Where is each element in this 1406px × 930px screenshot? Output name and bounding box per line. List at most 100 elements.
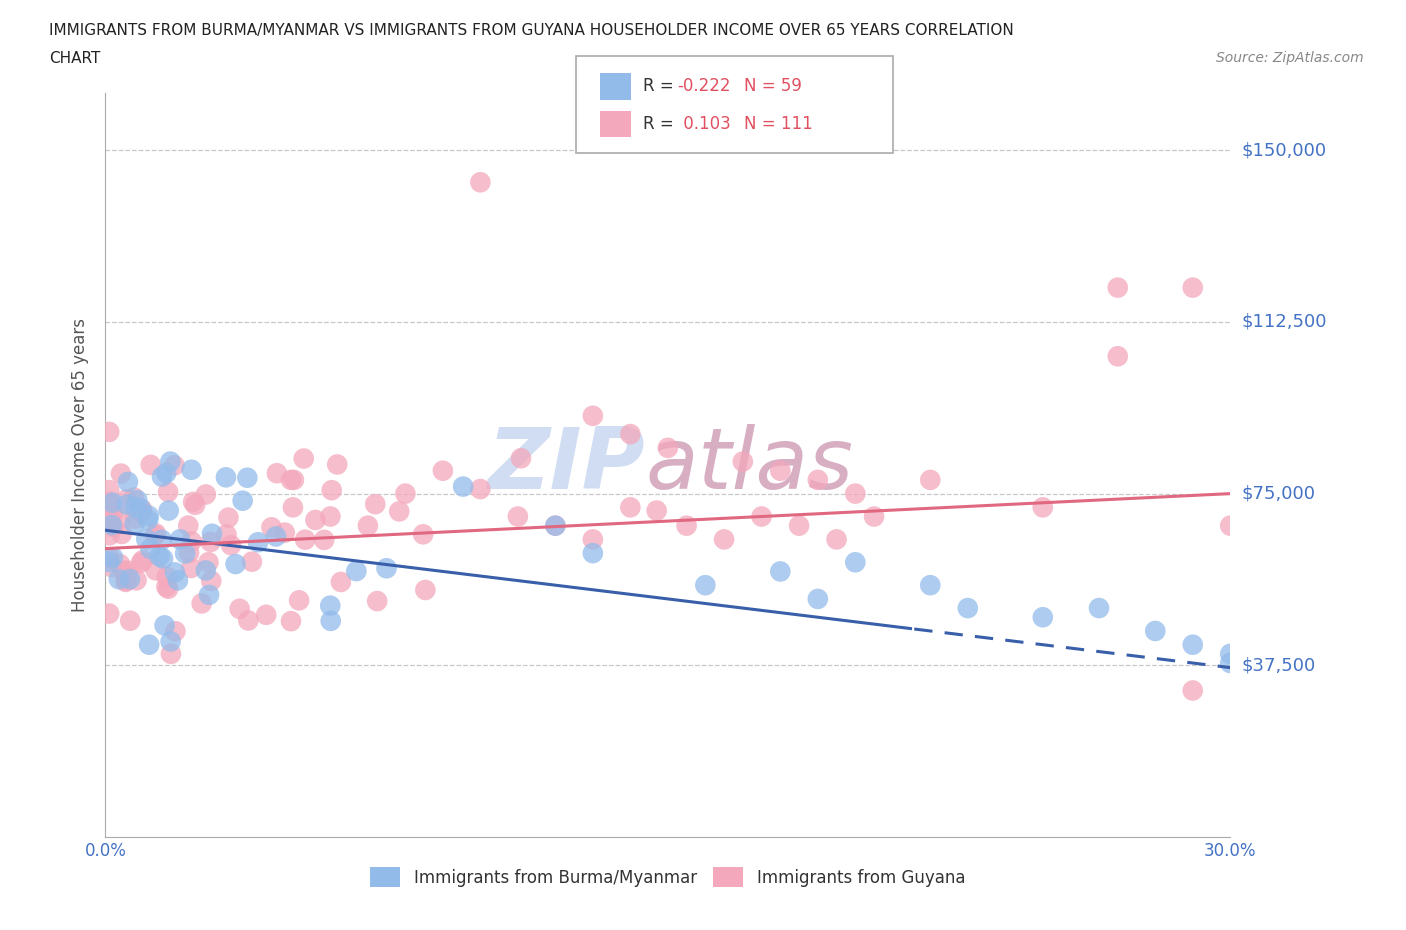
Text: Source: ZipAtlas.com: Source: ZipAtlas.com (1216, 51, 1364, 65)
Point (264, 529, 287, 544)
Point (153, 618, 176, 632)
Point (344, 564, 367, 578)
Point (108, 557, 131, 572)
Point (695, 578, 717, 592)
Point (159, 454, 181, 469)
Point (1219, 656, 1241, 671)
Point (131, 502, 153, 517)
Point (156, 569, 179, 584)
Text: N = 59: N = 59 (744, 77, 801, 96)
Point (98, 512, 121, 527)
Text: -0.222: -0.222 (678, 77, 731, 96)
Point (582, 408, 605, 423)
Point (124, 512, 146, 526)
Point (157, 581, 180, 596)
Point (160, 646, 183, 661)
Point (159, 634, 181, 649)
Point (163, 458, 186, 472)
Point (197, 555, 219, 570)
Point (619, 427, 641, 442)
Point (98, 528, 121, 543)
Point (217, 511, 239, 525)
Point (1088, 601, 1111, 616)
Point (713, 532, 735, 547)
Point (432, 463, 454, 478)
Point (115, 569, 138, 584)
Point (254, 607, 277, 622)
Point (294, 532, 316, 547)
Point (415, 582, 437, 597)
Point (184, 498, 207, 512)
Point (314, 532, 336, 547)
Point (619, 500, 641, 515)
Point (200, 535, 222, 550)
Point (807, 472, 830, 487)
Point (167, 573, 190, 588)
Point (98, 497, 121, 512)
Point (366, 593, 388, 608)
Point (157, 503, 180, 518)
Point (394, 486, 416, 501)
Point (127, 493, 149, 508)
Point (131, 505, 153, 520)
Point (506, 509, 529, 524)
Point (375, 561, 398, 576)
Point (152, 551, 174, 566)
Point (98, 606, 121, 621)
Point (319, 598, 342, 613)
Point (122, 490, 145, 505)
Point (1107, 280, 1129, 295)
Point (181, 495, 204, 510)
Point (219, 538, 242, 552)
Point (215, 470, 238, 485)
Point (228, 602, 250, 617)
Point (198, 588, 221, 603)
Point (956, 601, 979, 616)
Point (657, 441, 679, 456)
Point (1107, 349, 1129, 364)
Point (844, 486, 866, 501)
Point (1181, 280, 1204, 295)
Text: $37,500: $37,500 (1241, 657, 1316, 674)
Point (115, 574, 138, 589)
Point (138, 637, 160, 652)
Point (138, 509, 160, 524)
Point (120, 613, 142, 628)
Point (675, 518, 697, 533)
Text: R =: R = (643, 77, 679, 96)
Point (470, 482, 492, 497)
Point (388, 504, 411, 519)
Point (920, 578, 942, 592)
Point (731, 454, 754, 469)
Point (215, 527, 238, 542)
Point (177, 518, 200, 533)
Point (124, 517, 146, 532)
Point (844, 555, 866, 570)
Text: IMMIGRANTS FROM BURMA/MYANMAR VS IMMIGRANTS FROM GUYANA HOUSEHOLDER INCOME OVER : IMMIGRANTS FROM BURMA/MYANMAR VS IMMIGRA… (49, 23, 1014, 38)
Text: CHART: CHART (49, 51, 101, 66)
Point (280, 472, 302, 487)
Point (288, 593, 311, 608)
Point (321, 483, 343, 498)
Point (180, 561, 202, 576)
Point (1219, 518, 1241, 533)
Point (1032, 610, 1054, 625)
Point (114, 575, 136, 590)
Point (1181, 683, 1204, 698)
Point (194, 563, 217, 578)
Point (163, 565, 186, 579)
Point (143, 528, 166, 543)
Point (194, 487, 217, 502)
Point (292, 451, 315, 466)
Point (510, 451, 533, 466)
Point (304, 512, 326, 527)
Point (136, 512, 159, 527)
Point (240, 554, 263, 569)
Point (101, 550, 124, 565)
Point (155, 579, 177, 594)
Point (1144, 623, 1167, 638)
Point (319, 614, 342, 629)
Point (1181, 637, 1204, 652)
Point (115, 497, 138, 512)
Point (103, 520, 125, 535)
